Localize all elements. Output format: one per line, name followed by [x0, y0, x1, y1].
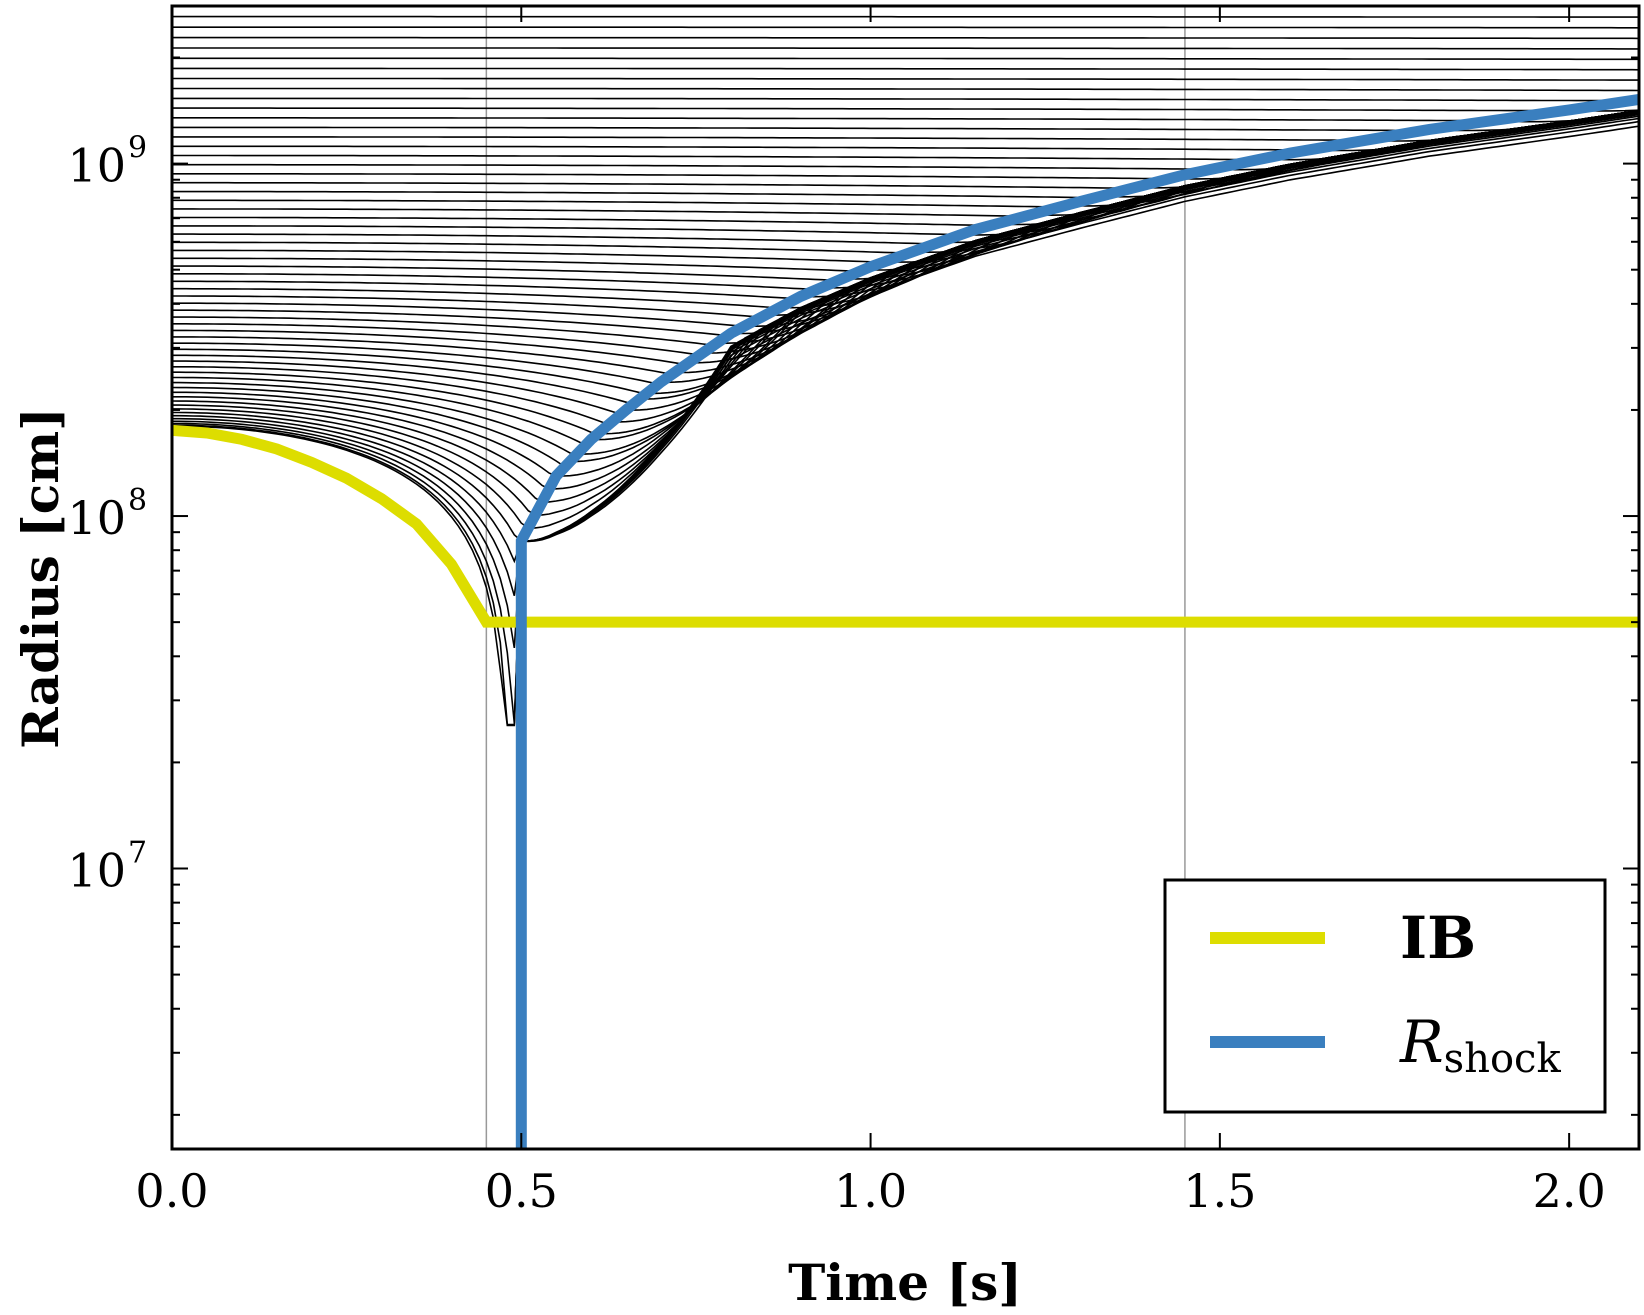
legend-label-shock-sub: shock [1444, 1036, 1562, 1082]
legend-box [1163, 878, 1607, 1114]
legend: IB Rshock [1163, 878, 1607, 1114]
mass-shell-line-42 [172, 109, 1639, 180]
y-tick-label-base-1: 10 [67, 491, 126, 545]
x-tick-label-4: 2.0 [1533, 1164, 1606, 1218]
y-axis-title: Radius [cm] [11, 407, 70, 749]
series-line-r-shock [515, 94, 1639, 1149]
mass-shell-line-57 [172, 26, 1639, 29]
x-tick-label-1: 0.5 [485, 1164, 558, 1218]
mass-shell-line-46 [172, 109, 1639, 142]
mass-shell-line-51 [172, 87, 1639, 92]
mass-shell-line-58 [172, 15, 1639, 18]
mass-shell-line-45 [172, 109, 1639, 152]
mass-shell-line-43 [172, 109, 1639, 171]
x-axis-ticks [171, 6, 1571, 1149]
mass-shell-line-49 [172, 107, 1639, 112]
x-tick-label-3: 1.5 [1183, 1164, 1256, 1218]
y-tick-label-1: 10 [67, 491, 126, 545]
plot-frame [170, 4, 1641, 1151]
mass-shell-line-3 [172, 115, 1639, 649]
mass-shell-line-44 [172, 109, 1639, 161]
legend-label-shock: Rshock [1399, 1008, 1561, 1082]
mass-shell-lines [172, 6, 1639, 727]
x-tick-label-0: 0.0 [135, 1164, 208, 1218]
mass-shell-line-54 [172, 57, 1639, 61]
legend-label-ib: IB [1400, 904, 1476, 972]
mass-shell-line-55 [172, 47, 1639, 50]
y-tick-label-exp-1: 8 [128, 483, 147, 518]
y-tick-label-exp-0: 7 [128, 835, 147, 870]
series-lines [172, 94, 1639, 1149]
y-tick-label-base-0: 10 [67, 843, 126, 897]
series-line-ib [172, 424, 1639, 628]
mass-shell-line-56 [172, 36, 1639, 40]
y-tick-label-base-2: 10 [67, 139, 126, 193]
mass-shell-line-52 [172, 77, 1639, 81]
y-tick-label-exp-2: 9 [128, 131, 147, 166]
x-axis-title: Time [s] [788, 1253, 1022, 1312]
x-axis-tick-labels: 0.0 0.5 1.0 1.5 2.0 [135, 1164, 1605, 1218]
mass-shell-line-48 [172, 112, 1639, 123]
y-tick-label-0: 10 [67, 843, 126, 897]
y-tick-label-2: 10 [67, 139, 126, 193]
mass-shell-line-50 [172, 97, 1639, 102]
y-axis-ticks [172, 56, 1639, 1116]
plot-area [172, 6, 1639, 1149]
mass-shell-line-53 [172, 67, 1639, 71]
x-tick-label-2: 1.0 [834, 1164, 907, 1218]
legend-label-shock-main: R [1399, 1008, 1444, 1076]
